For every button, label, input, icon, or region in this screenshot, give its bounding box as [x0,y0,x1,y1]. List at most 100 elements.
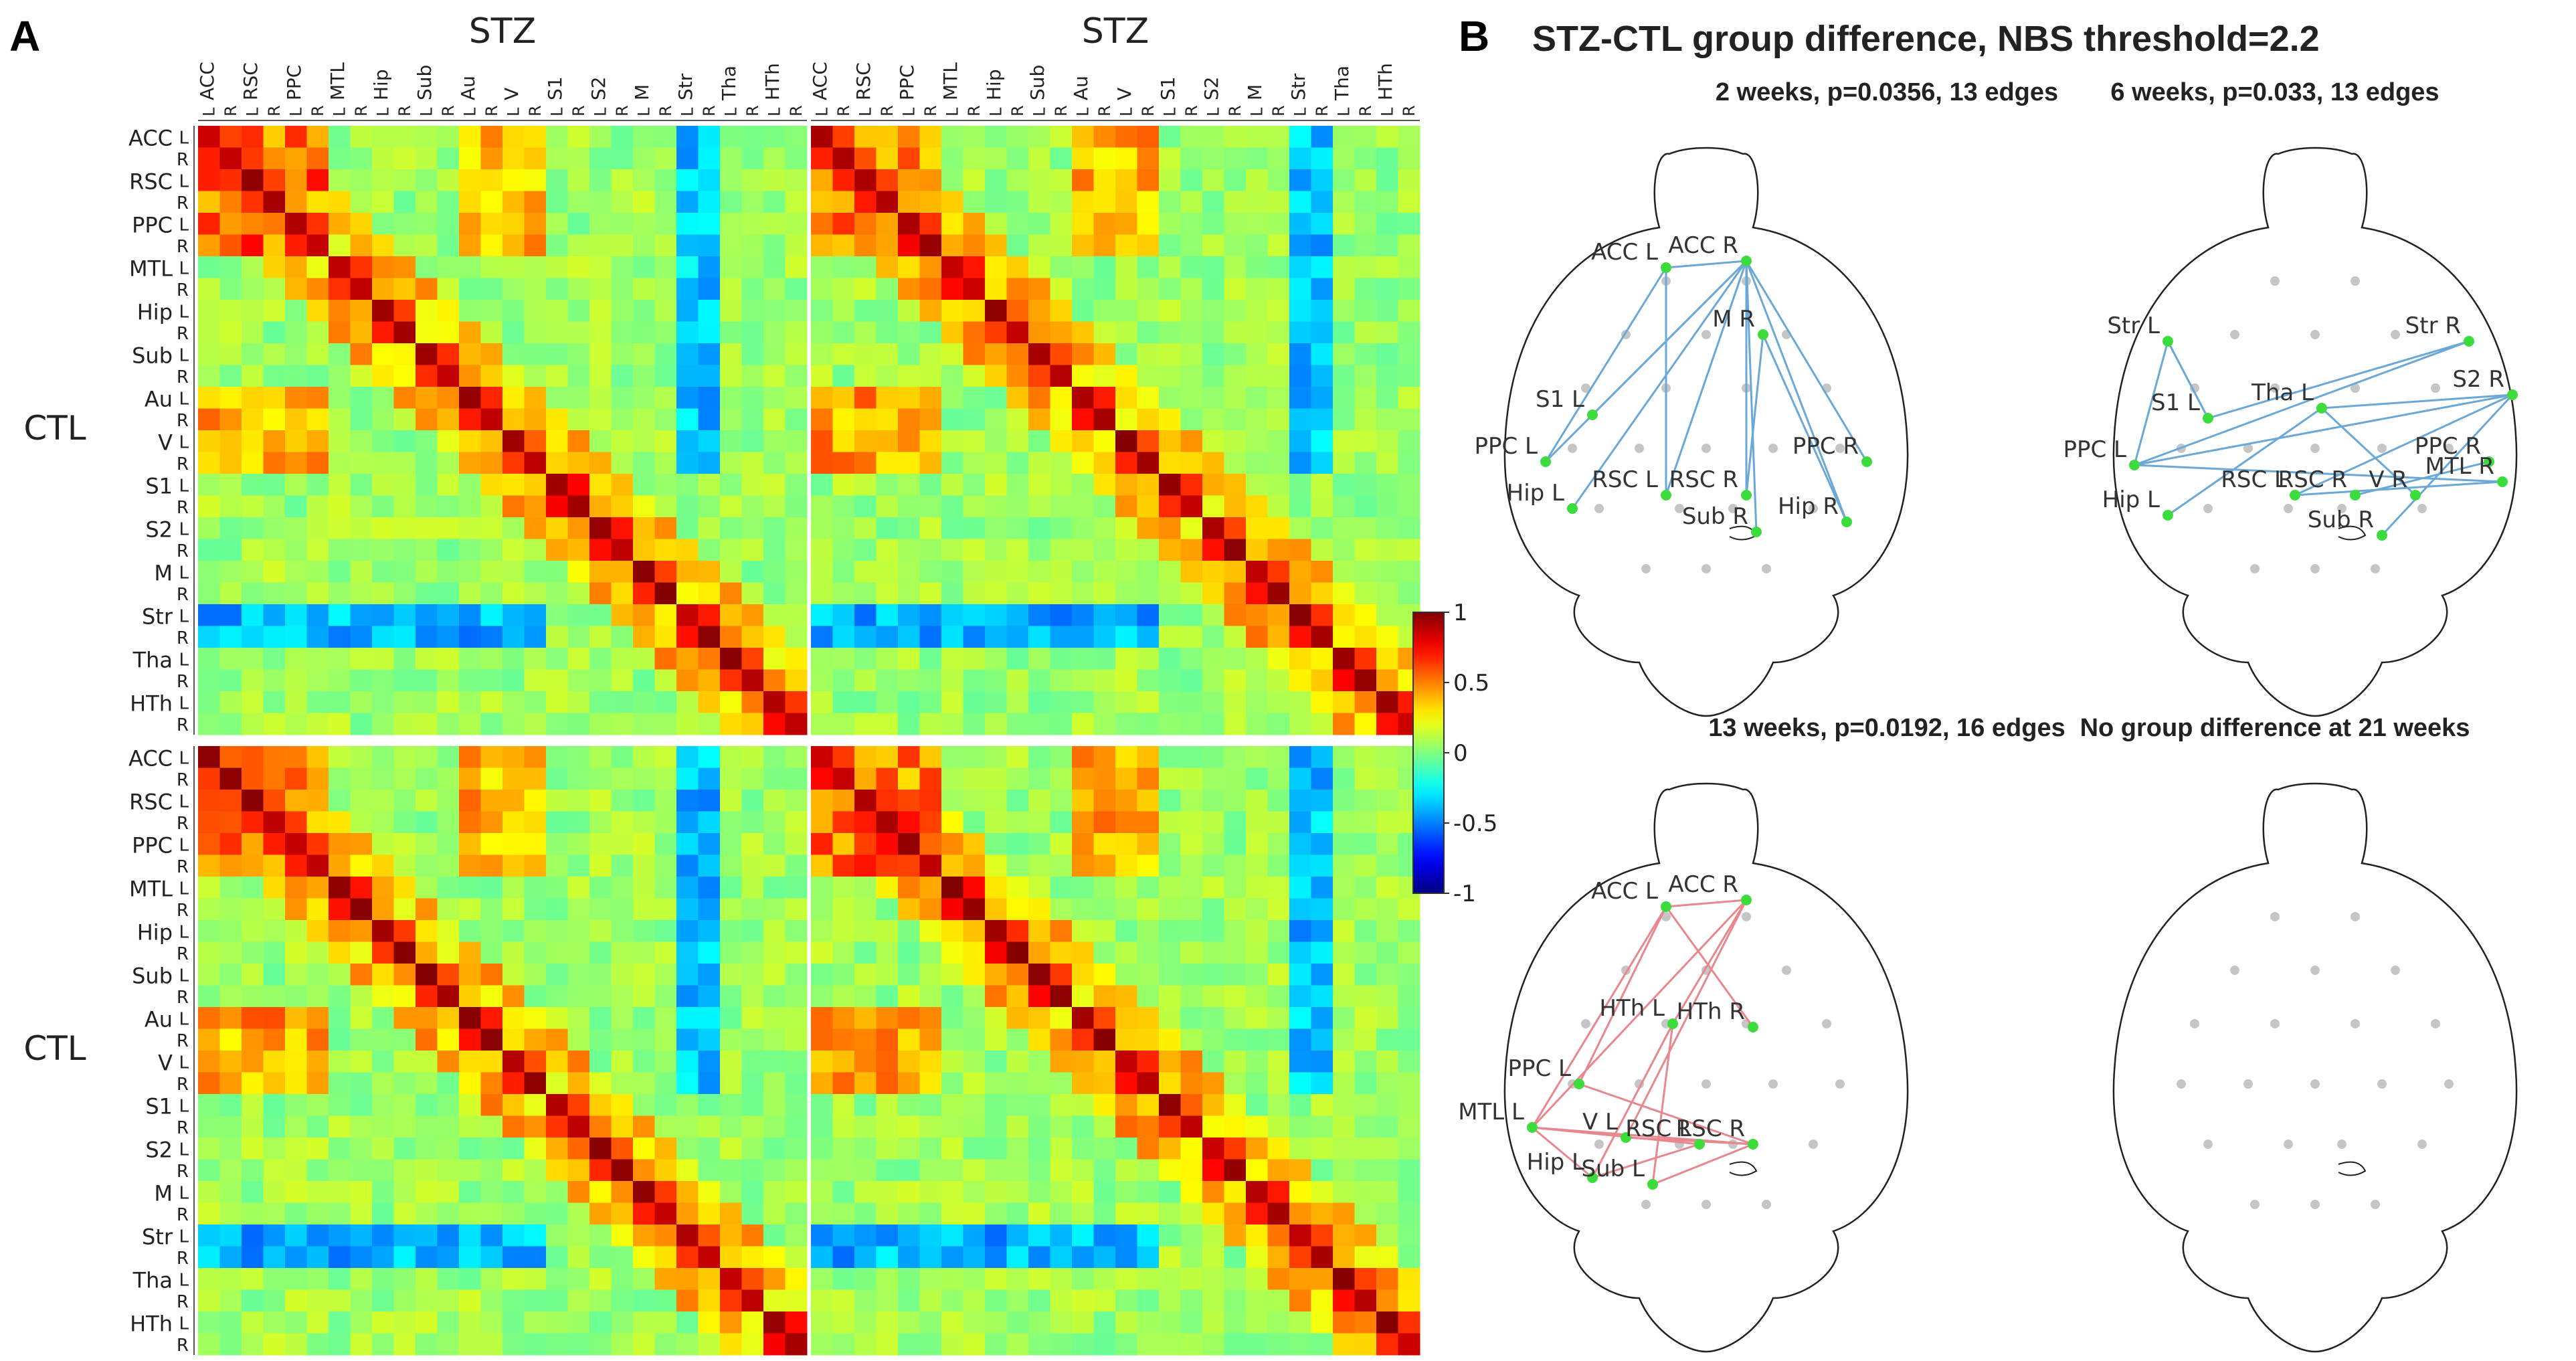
heatmap-cell [459,539,481,561]
heatmap-cell [876,1007,899,1029]
heatmap-cell [676,126,699,148]
heatmap-cell [242,767,264,790]
heatmap-cell [480,147,503,170]
heatmap-cell [480,790,503,812]
heatmap-cell [437,790,460,812]
heatmap-cell [1376,1007,1398,1029]
col-hemisphere-label: R [265,105,284,116]
heatmap-cell [1333,746,1355,768]
heatmap-cell [654,474,677,496]
heatmap-cell [763,343,786,365]
heatmap-cell [589,126,612,148]
heatmap-cell [1180,387,1203,409]
heatmap-cell [1159,278,1181,300]
heatmap-cell [350,691,373,713]
heatmap-cell [832,1246,855,1269]
network-edge [1652,1143,1754,1186]
heatmap-cell [546,790,568,812]
heatmap-cell [263,1224,286,1247]
heatmap-cell [654,234,677,257]
heatmap-cell [263,1311,286,1334]
heatmap-cell [198,387,220,409]
panel-a-label: A [9,12,40,60]
heatmap-cell [1115,300,1137,322]
heatmap-cell [676,985,699,1008]
heatmap-cell [480,1138,503,1160]
heatmap-cell [567,256,590,278]
heatmap-cell [854,561,877,583]
heatmap-cell [219,1333,242,1356]
heatmap-cell [1028,1224,1050,1247]
heatmap-cell [1115,474,1137,496]
heatmap-cell [219,920,242,942]
heatmap-cell [698,1007,721,1029]
heatmap-cell [285,1051,307,1073]
heatmap-cell [1072,256,1094,278]
heatmap-cell [219,430,242,452]
heatmap-cell [242,1072,264,1095]
heatmap-cell [242,1289,264,1312]
heatmap-cell [524,539,547,561]
heatmap-cell [1202,1094,1224,1116]
heatmap-cell [985,300,1007,322]
heatmap-cell [437,691,460,713]
heatmap-cell [1050,1138,1073,1160]
heatmap-cell [263,408,286,431]
heatmap-cell [876,1202,899,1225]
heatmap-cell [1333,1094,1355,1116]
heatmap-cell [654,343,677,365]
heatmap-cell [1246,691,1268,713]
heatmap-cell [416,1181,438,1203]
heatmap-cell [1376,604,1398,626]
heatmap-cell [416,1007,438,1029]
heatmap-cell [306,1202,329,1225]
brain-detail [1729,1161,1758,1176]
background-node [1728,504,1738,513]
heatmap-cell [763,767,786,790]
heatmap-cell [941,561,963,583]
network-node-label: HTh R [1677,998,1745,1025]
background-node [2310,966,2320,975]
heatmap-cell [524,1224,547,1247]
network-edge [1762,334,1848,523]
heatmap-cell [1050,854,1073,877]
heatmap-cell [611,256,634,278]
heatmap-cell [350,854,373,877]
heatmap-cell [1180,691,1203,713]
col-label: MTL [939,62,961,100]
heatmap-cell [524,517,547,539]
heatmap-cell [219,713,242,735]
heatmap-cell [329,1007,351,1029]
heatmap-cell [832,169,855,191]
col-label: HTh [1374,63,1396,100]
heatmap-cell [437,365,460,387]
heatmap-cell [480,234,503,257]
network-node-label: PPC L [1475,433,1538,460]
heatmap-cell [1289,964,1311,986]
brain-panel-3: No group difference at 21 weeks [2080,714,2518,1353]
heatmap-cell [1180,877,1203,899]
heatmap-cell [350,790,373,812]
heatmap-cell [1224,1007,1247,1029]
heatmap-cell [393,691,416,713]
row-label: HTh [130,1311,173,1336]
heatmap-cell [676,626,699,648]
heatmap-cell [1311,147,1333,170]
heatmap-cell [329,1333,351,1356]
heatmap-cell [854,985,877,1008]
heatmap-cell [985,1072,1007,1095]
heatmap-cell [1137,1072,1160,1095]
heatmap-cell [1246,811,1268,834]
heatmap-cell [1115,713,1137,735]
heatmap-cell [1267,833,1290,855]
heatmap-cell [898,604,920,626]
heatmap-cell [285,343,307,365]
heatmap-cell [785,964,808,986]
heatmap-cell [1072,474,1094,496]
heatmap-cell [546,1268,568,1290]
heatmap-cell [963,1333,986,1356]
heatmap-cell [502,1072,525,1095]
heatmap-cell [589,1072,612,1095]
heatmap-cell [1311,321,1333,344]
heatmap-cell [1072,1311,1094,1334]
